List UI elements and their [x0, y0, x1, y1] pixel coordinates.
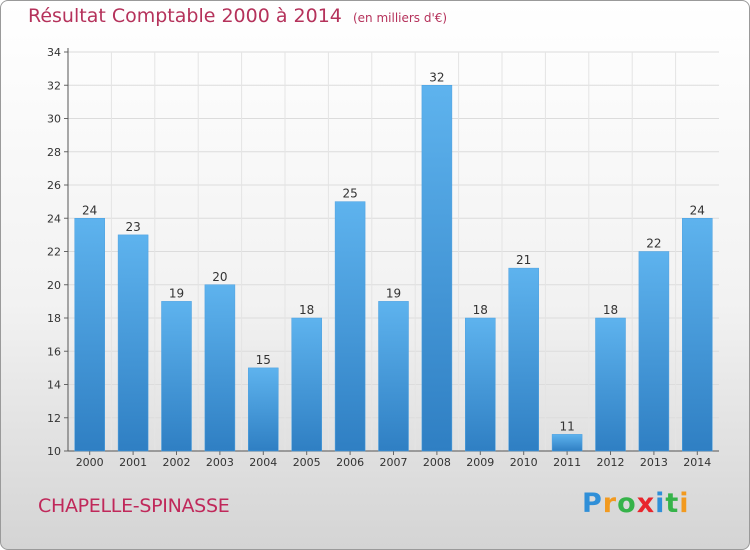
value-label: 24	[82, 203, 97, 217]
y-tick-label: 14	[47, 379, 61, 392]
x-tick-label: 2001	[119, 456, 147, 469]
logo-letter: t	[665, 488, 680, 519]
chart-subtitle: (en milliers d'€)	[352, 11, 448, 25]
value-label: 20	[212, 270, 227, 284]
y-tick-label: 28	[47, 146, 61, 159]
bar-2003	[204, 284, 236, 452]
logo-letter: x	[636, 488, 656, 519]
x-tick-label: 2013	[640, 456, 668, 469]
logo-letter: i	[655, 488, 666, 519]
y-tick-label: 20	[47, 279, 61, 292]
bar-2013	[638, 251, 670, 452]
logo-letter: o	[617, 488, 637, 519]
labels: 10 12 14 16 18 20 22 24 26 28 30 32 34 24 2000 23 2001 19…	[47, 46, 711, 469]
bar-2001	[117, 234, 149, 452]
value-label: 24	[690, 203, 705, 217]
bar-2007	[378, 301, 409, 452]
value-label: 11	[559, 419, 574, 433]
x-tick-label: 2012	[597, 456, 625, 469]
bar-2011	[551, 434, 583, 452]
value-label: 19	[386, 286, 401, 300]
logo-letter: r	[602, 488, 618, 519]
y-tick-label: 22	[47, 246, 61, 259]
y-tick-label: 26	[47, 179, 61, 192]
value-label: 23	[125, 220, 140, 234]
value-label: 19	[169, 286, 184, 300]
value-label: 32	[429, 70, 444, 84]
x-tick-label: 2003	[206, 456, 234, 469]
value-label: 18	[603, 303, 618, 317]
x-tick-label: 2007	[380, 456, 408, 469]
logo-letter: i	[679, 488, 690, 519]
y-tick-label: 16	[47, 345, 61, 358]
x-tick-label: 2011	[553, 456, 581, 469]
bar-2000	[74, 218, 105, 452]
chart-title-main: Résultat Comptable 2000 à 2014	[28, 5, 342, 27]
y-tick-label: 30	[47, 113, 61, 126]
bar-2014	[682, 218, 713, 452]
x-tick-label: 2009	[466, 456, 494, 469]
bar-2010	[508, 267, 539, 452]
x-tick-label: 2002	[163, 456, 191, 469]
y-tick-label: 12	[47, 412, 61, 425]
chart-title: Résultat Comptable 2000 à 2014 (en milli…	[28, 5, 447, 27]
value-label: 22	[646, 237, 661, 251]
logo-letter: P	[582, 488, 603, 519]
bar-2008	[421, 85, 453, 452]
bar-2006	[334, 201, 366, 452]
bar-2004	[248, 367, 279, 452]
value-label: 18	[473, 303, 488, 317]
x-tick-label: 2006	[336, 456, 364, 469]
bar-2005	[291, 317, 322, 452]
value-label: 21	[516, 253, 531, 267]
bar-2009	[465, 317, 496, 452]
x-tick-label: 2008	[423, 456, 451, 469]
x-tick-label: 2010	[510, 456, 538, 469]
x-tick-label: 2005	[293, 456, 321, 469]
x-tick-label: 2000	[76, 456, 104, 469]
bars	[74, 85, 713, 452]
y-tick-label: 32	[47, 79, 61, 92]
value-label: 18	[299, 303, 314, 317]
bar-2002	[161, 301, 192, 452]
y-tick-label: 34	[47, 46, 61, 59]
y-tick-label: 24	[47, 212, 61, 225]
y-tick-label: 10	[47, 445, 61, 458]
commune-name: CHAPELLE-SPINASSE	[38, 495, 230, 517]
proxiti-logo: Proxiti	[582, 488, 690, 519]
x-tick-label: 2014	[683, 456, 711, 469]
x-tick-label: 2004	[249, 456, 277, 469]
bar-2012	[595, 317, 626, 452]
y-tick-label: 18	[47, 312, 61, 325]
value-label: 25	[342, 187, 357, 201]
value-label: 15	[256, 353, 271, 367]
